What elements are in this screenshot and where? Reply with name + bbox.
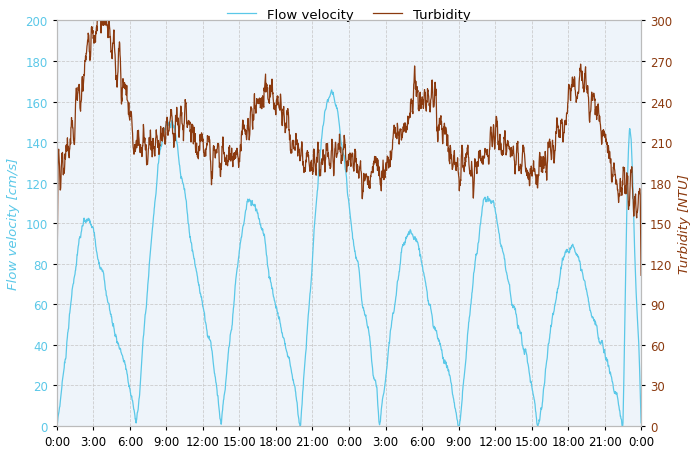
Turbidity — [82, 48, 91, 53]
Turbidity — [322, 155, 330, 160]
Turbidity — [513, 141, 521, 147]
Flow velocity — [337, 142, 346, 147]
Turbidity — [637, 273, 645, 278]
Flow velocity — [82, 217, 91, 222]
Turbidity — [620, 168, 628, 174]
Turbidity — [93, 19, 101, 24]
Legend: Flow velocity, Turbidity: Flow velocity, Turbidity — [222, 4, 476, 27]
Flow velocity — [296, 423, 304, 429]
Line: Turbidity: Turbidity — [57, 21, 641, 299]
Flow velocity — [637, 420, 645, 425]
Y-axis label: Turbidity [NTU]: Turbidity [NTU] — [678, 174, 691, 273]
Flow velocity — [327, 88, 336, 93]
Turbidity — [337, 162, 346, 167]
Line: Flow velocity: Flow velocity — [57, 91, 641, 426]
Flow velocity — [53, 423, 61, 428]
Y-axis label: Flow velocity [cm/s]: Flow velocity [cm/s] — [7, 158, 20, 290]
Flow velocity — [513, 323, 521, 329]
Turbidity — [53, 296, 61, 302]
Flow velocity — [322, 107, 330, 113]
Flow velocity — [621, 340, 629, 346]
Turbidity — [621, 166, 629, 171]
Flow velocity — [621, 324, 629, 330]
